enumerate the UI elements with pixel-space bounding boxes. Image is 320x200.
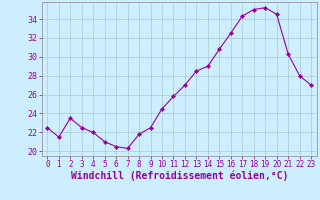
X-axis label: Windchill (Refroidissement éolien,°C): Windchill (Refroidissement éolien,°C)	[70, 171, 288, 181]
